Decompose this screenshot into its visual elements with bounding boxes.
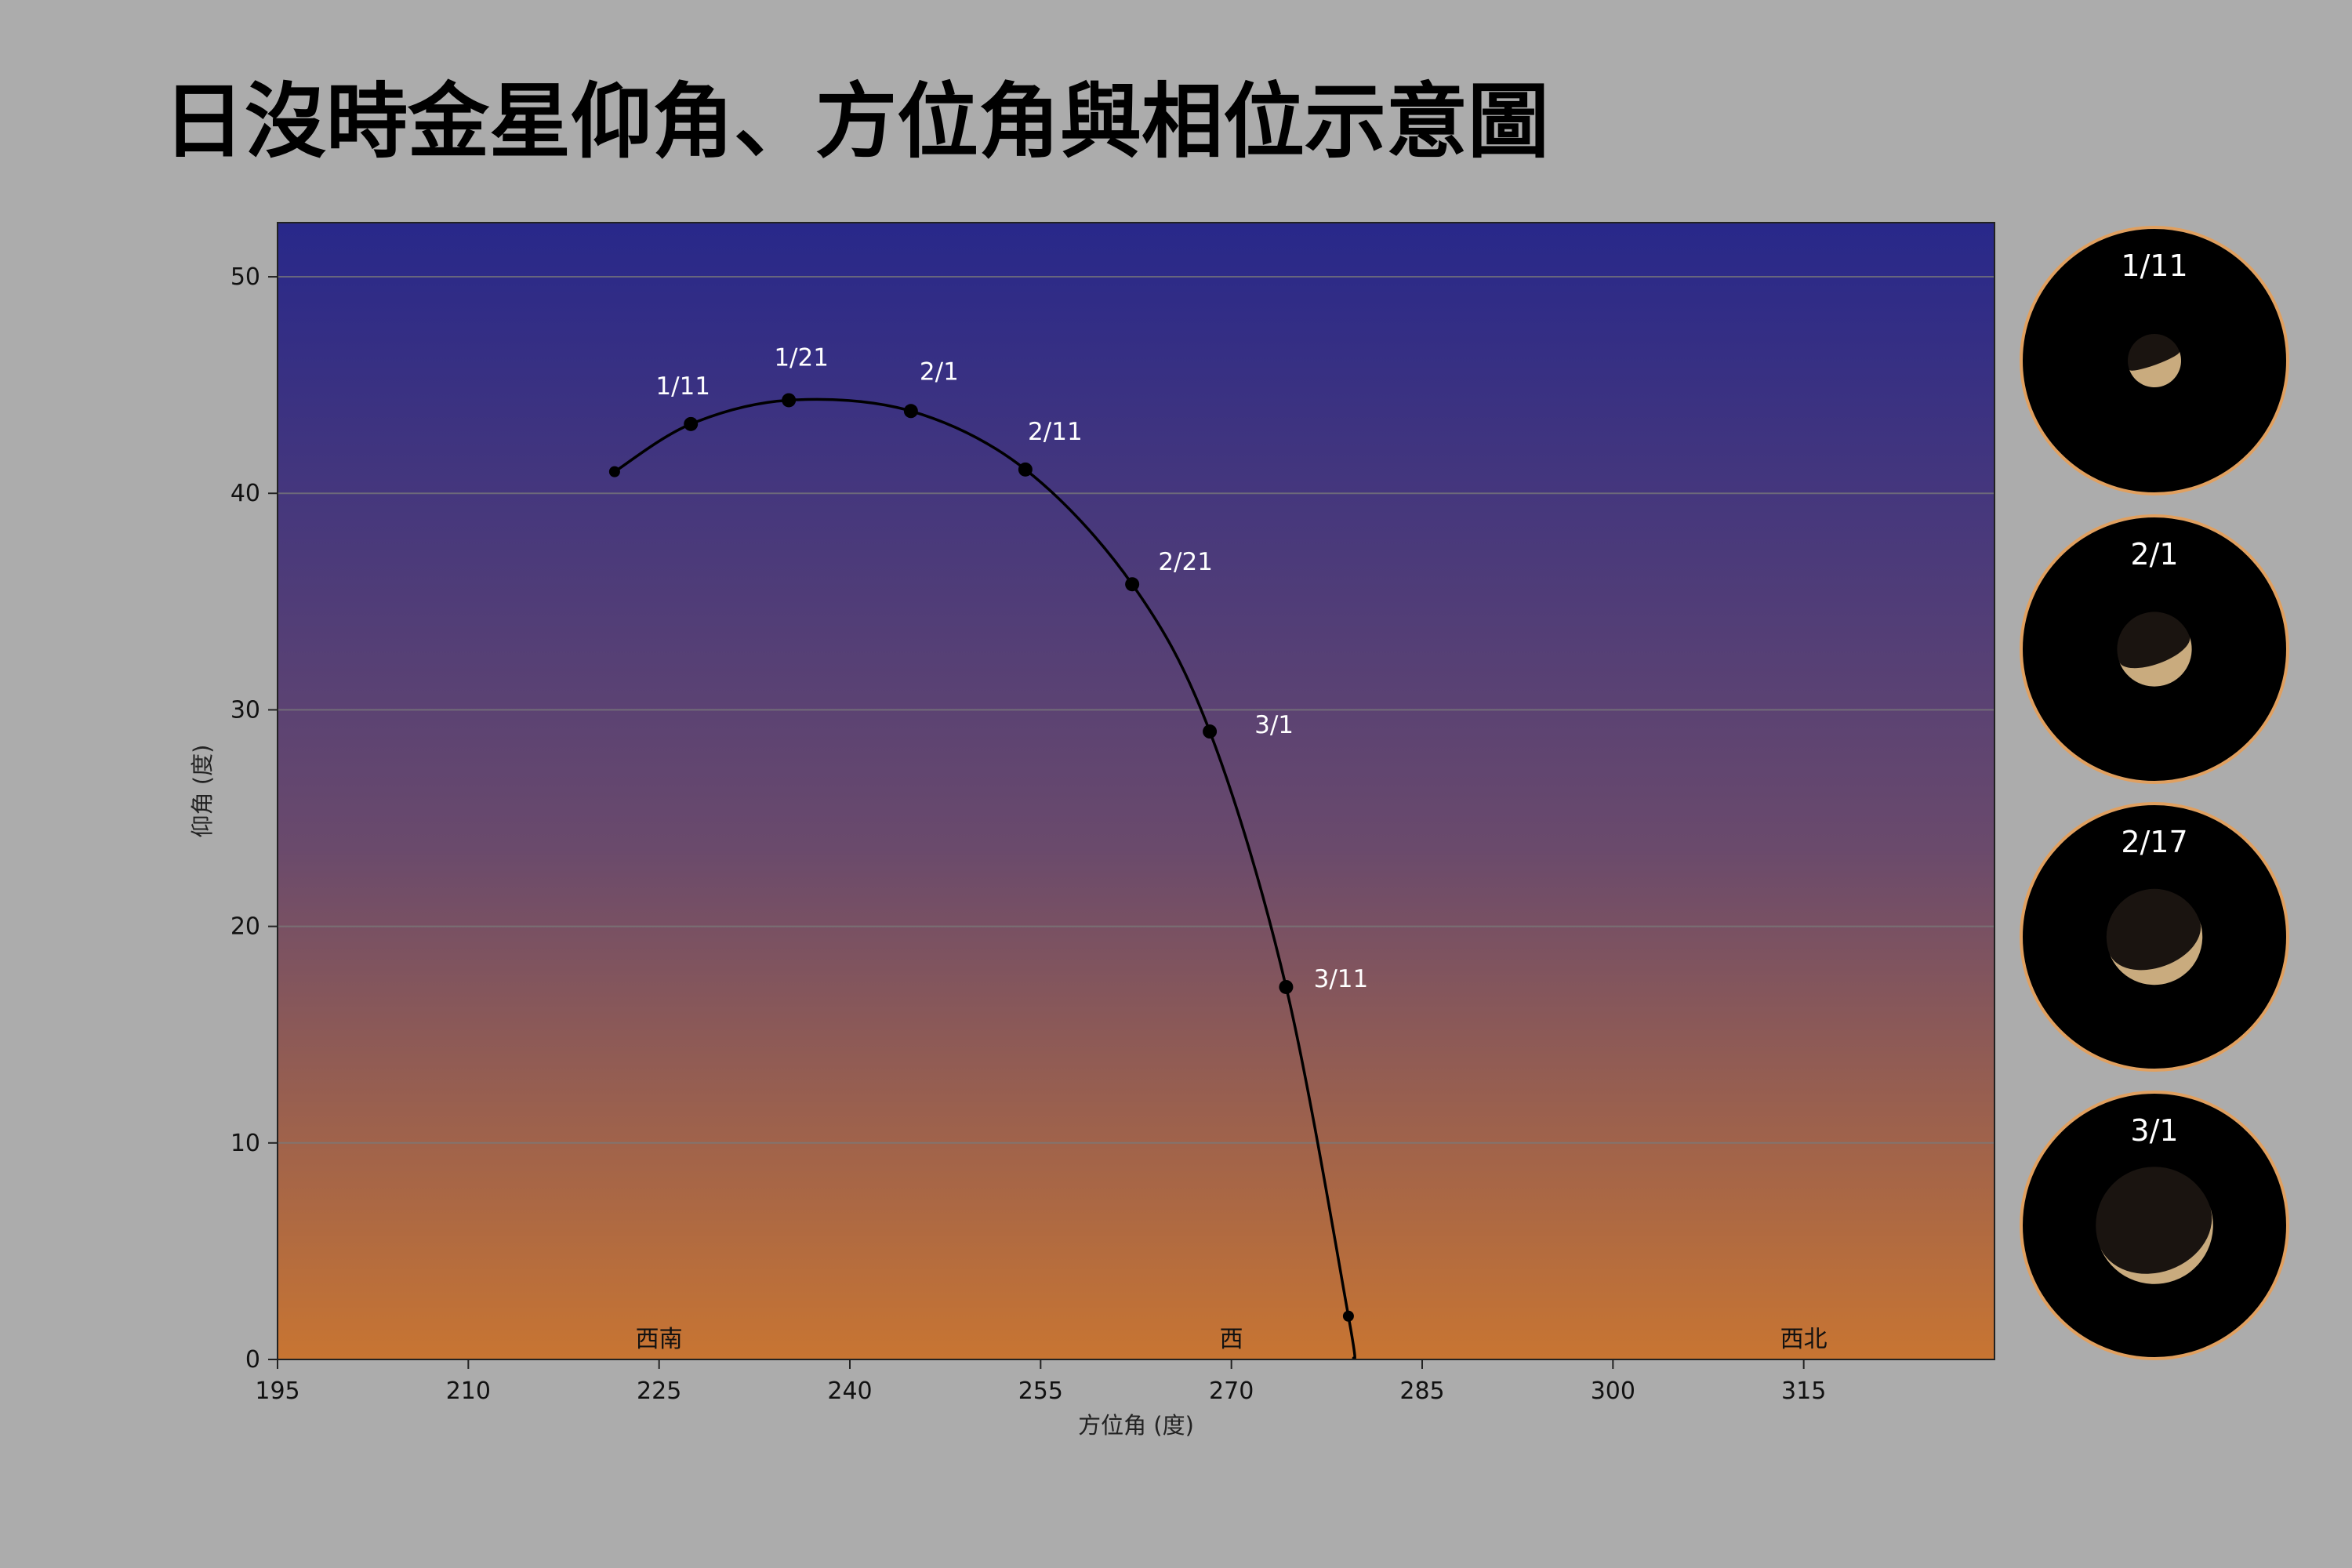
venus-crescent	[2119, 636, 2192, 687]
venus-crescent	[2109, 920, 2203, 985]
y-tick-label: 0	[245, 1346, 260, 1374]
point-label: 3/11	[1314, 965, 1369, 993]
grid-lines	[278, 276, 1994, 1144]
x-tick-label: 315	[1781, 1377, 1826, 1405]
direction-label: 西北	[1780, 1326, 1828, 1353]
point-label: 1/11	[655, 372, 710, 401]
point-label: 2/11	[1028, 418, 1083, 446]
x-tick-label: 255	[1018, 1377, 1063, 1405]
point-label: 1/21	[774, 343, 829, 372]
y-tick-label: 10	[230, 1130, 260, 1157]
data-points: 1/11 1/21 2/1 2/11 2/21 3/1 3/11	[608, 343, 1369, 1322]
data-point	[903, 404, 918, 419]
direction-label: 西	[1220, 1326, 1243, 1353]
phase-label: 2/1	[2130, 537, 2178, 572]
data-point	[1279, 979, 1294, 994]
phase-item: 2/1	[2020, 514, 2289, 784]
y-tick-label: 20	[230, 913, 260, 941]
venus-crescent	[2099, 1205, 2213, 1284]
data-point	[1018, 462, 1033, 477]
plot-area	[278, 223, 1994, 1359]
x-tick-label: 300	[1591, 1377, 1635, 1405]
point-label: 2/21	[1158, 548, 1213, 576]
point-label: 3/1	[1254, 711, 1294, 739]
x-tick-label: 285	[1399, 1377, 1444, 1405]
phase-label: 2/17	[2121, 825, 2187, 859]
page-title: 日沒時金星仰角、方位角與相位示意圖	[163, 74, 1550, 169]
x-tick-label: 270	[1209, 1377, 1254, 1405]
y-tick-label: 40	[230, 480, 260, 507]
phase-panel: 1/11 2/1 2/17 3/1	[2020, 226, 2289, 1360]
x-axis-title: 方位角 (度)	[1078, 1412, 1194, 1439]
data-point	[1125, 577, 1140, 592]
y-tick-label: 50	[230, 263, 260, 291]
x-axis: 195 210 225 240 255 270 285 300 315	[255, 1359, 1826, 1405]
y-axis-title: 仰角 (度)	[189, 745, 216, 838]
data-point	[1203, 724, 1218, 739]
data-point	[684, 416, 699, 431]
phase-label: 3/1	[2130, 1113, 2178, 1148]
phase-item: 2/17	[2020, 802, 2289, 1072]
direction-label: 西南	[636, 1326, 683, 1353]
x-tick-label: 195	[255, 1377, 299, 1405]
x-tick-label: 240	[827, 1377, 872, 1405]
data-point	[1342, 1310, 1354, 1322]
data-point	[782, 393, 797, 408]
direction-labels: 西南 西 西北	[636, 1326, 1828, 1353]
venus-crescent	[2129, 351, 2181, 387]
x-tick-label: 225	[637, 1377, 681, 1405]
data-point	[608, 466, 620, 477]
phase-item: 3/1	[2020, 1091, 2289, 1360]
y-axis: 0 10 20 30 40 50	[230, 263, 278, 1374]
x-tick-label: 210	[446, 1377, 491, 1405]
point-label: 2/1	[920, 358, 959, 386]
venus-dark	[2096, 1167, 2213, 1284]
plot-frame	[277, 222, 1995, 1360]
phase-item: 1/11	[2020, 226, 2289, 495]
phase-label: 1/11	[2121, 249, 2187, 283]
y-tick-label: 30	[230, 696, 260, 724]
